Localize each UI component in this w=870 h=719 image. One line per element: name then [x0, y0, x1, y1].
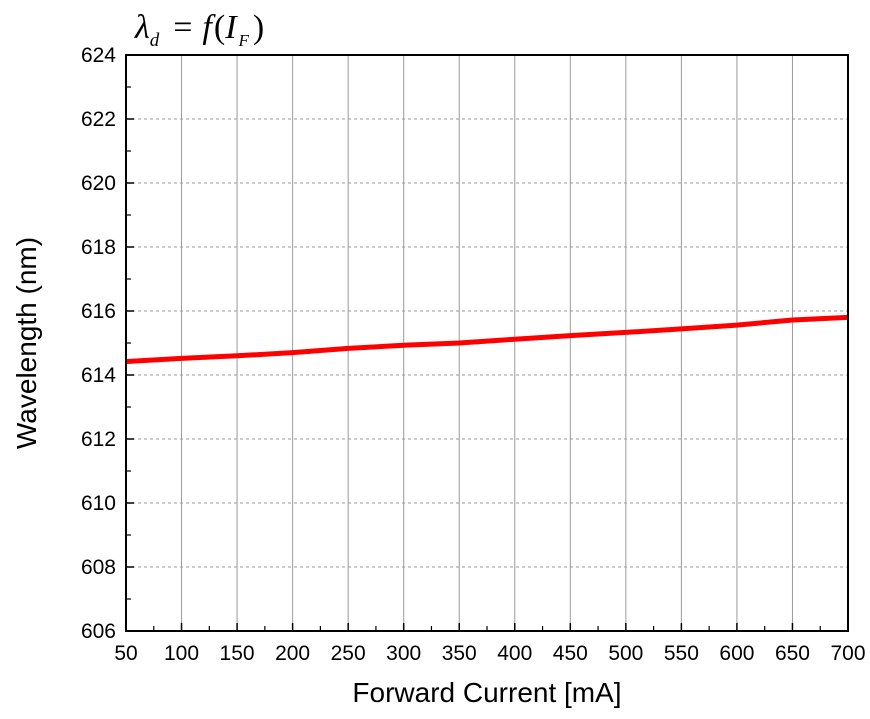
x-tick-label: 500 — [608, 642, 643, 665]
x-tick-label: 550 — [664, 642, 699, 665]
y-tick-label: 624 — [81, 44, 116, 67]
tick-labels: 50 100 150 200 250 300 350 400 450 500 550 600 650 70… — [81, 44, 866, 665]
x-tick-label: 600 — [719, 642, 754, 665]
x-tick-label: 400 — [497, 642, 532, 665]
y-tick-label: 610 — [81, 492, 116, 515]
x-tick-label: 350 — [442, 642, 477, 665]
x-tick-label: 200 — [275, 642, 310, 665]
y-tick-label: 620 — [81, 172, 116, 195]
formula-lambda-sub: d — [150, 30, 160, 51]
y-tick-label: 606 — [81, 620, 116, 643]
x-tick-label: 100 — [164, 642, 199, 665]
x-tick-label: 250 — [331, 642, 366, 665]
x-tick-label: 650 — [775, 642, 810, 665]
series-line — [125, 314, 849, 365]
x-tick-label: 50 — [114, 642, 137, 665]
plot-frame — [125, 54, 849, 632]
y-tick-label: 608 — [81, 556, 116, 579]
x-tick-label: 700 — [830, 642, 865, 665]
formula-title: λd = f(I F) — [134, 9, 264, 51]
x-tick-label: 150 — [220, 642, 255, 665]
formula-open-paren: ( — [214, 9, 225, 46]
y-tick-label: 616 — [81, 300, 116, 323]
formula-arg: I — [224, 9, 238, 46]
formula-arg-sub: F — [238, 31, 250, 50]
y-tick-label: 614 — [81, 364, 116, 387]
formula-lambda: λ — [134, 9, 150, 46]
x-tick-label: 450 — [553, 642, 588, 665]
series-layer — [125, 314, 849, 365]
svg-text:λd=f(IF): λd = f(I F) — [134, 9, 264, 51]
x-tick-label: 300 — [386, 642, 421, 665]
y-tick-label: 612 — [81, 428, 116, 451]
x-axis-title: Forward Current [mA] — [352, 677, 621, 708]
y-tick-label: 618 — [81, 236, 116, 259]
grid — [126, 55, 848, 631]
formula-equals: = — [173, 9, 192, 46]
y-tick-label: 622 — [81, 108, 116, 131]
formula-close-paren: ) — [253, 9, 264, 46]
y-axis-title: Wavelength (nm) — [11, 237, 42, 449]
